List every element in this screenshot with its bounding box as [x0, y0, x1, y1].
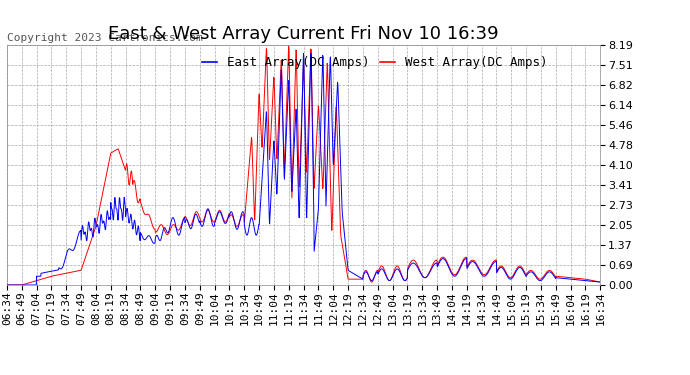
Text: Copyright 2023 Cartronics.com: Copyright 2023 Cartronics.com — [7, 33, 203, 43]
Legend: East Array(DC Amps), West Array(DC Amps): East Array(DC Amps), West Array(DC Amps) — [197, 51, 552, 74]
Title: East & West Array Current Fri Nov 10 16:39: East & West Array Current Fri Nov 10 16:… — [108, 26, 499, 44]
